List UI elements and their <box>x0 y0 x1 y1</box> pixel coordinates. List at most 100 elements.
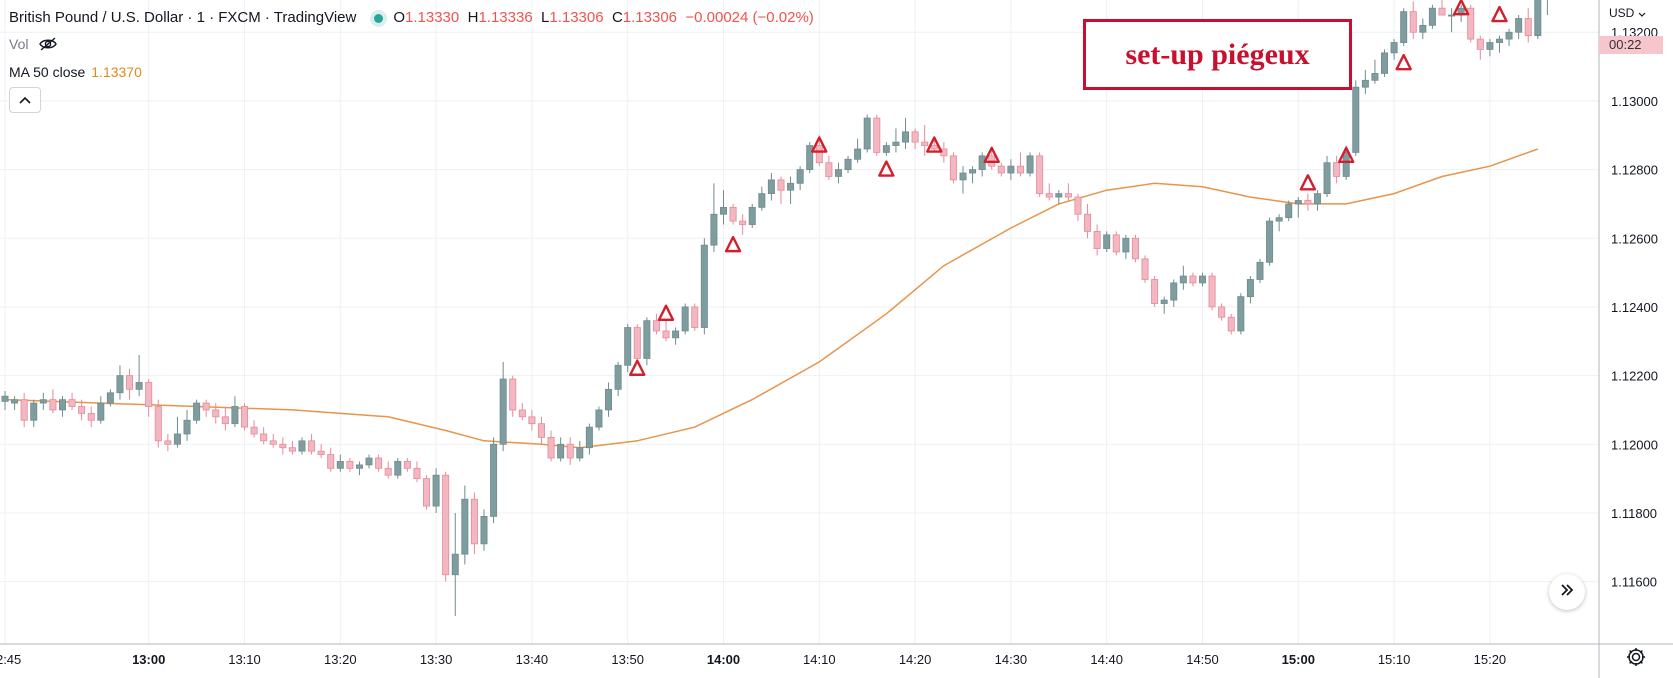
candle-body <box>1103 234 1111 249</box>
candle-body <box>193 402 201 421</box>
candle-body <box>518 409 526 418</box>
market-status-icon <box>374 13 384 23</box>
candle-body <box>11 399 19 404</box>
time-tick-label: 14:00 <box>707 652 740 667</box>
candle-body <box>777 179 785 191</box>
candle-body <box>1352 86 1360 153</box>
candle-bullish <box>595 406 603 431</box>
candle-body <box>633 327 641 359</box>
candle-bearish <box>1189 272 1197 287</box>
candle-body <box>1361 79 1369 88</box>
candle-bullish <box>365 454 373 469</box>
high-label: H <box>467 9 479 26</box>
candle-bullish <box>1179 265 1187 290</box>
candle-body <box>720 206 728 215</box>
candle-bearish <box>20 392 28 428</box>
candle-bullish <box>557 437 565 462</box>
candle-bearish <box>470 492 478 555</box>
candle-body <box>39 399 47 404</box>
candle-body <box>911 131 919 143</box>
candle-bearish <box>308 433 316 455</box>
candle-body <box>1486 42 1494 50</box>
setup-marker <box>1299 174 1317 191</box>
volume-legend[interactable]: Vol <box>9 36 58 55</box>
price-axis[interactable]: 1.11600 1.11800 1.12000 1.12200 1.12400 1.126… <box>1611 25 1658 589</box>
chevron-up-icon <box>19 91 31 109</box>
candle-body <box>547 437 555 459</box>
ma-value: 1.13370 <box>91 64 142 80</box>
candle-body <box>1141 258 1149 280</box>
candle-bearish <box>547 430 555 462</box>
candle-bearish <box>1467 4 1475 43</box>
candle-body <box>173 433 181 445</box>
candle-bullish <box>902 118 910 149</box>
candle-bullish <box>1495 35 1503 53</box>
candle-body <box>1448 14 1456 17</box>
candle-bullish <box>490 437 498 524</box>
symbol-title[interactable]: British Pound / U.S. Dollar · 1 · FXCM ·… <box>9 9 357 26</box>
candle-bullish <box>116 365 124 400</box>
candle-body <box>145 382 153 407</box>
candle-bearish <box>921 124 929 156</box>
candle-bullish <box>1256 258 1264 283</box>
candle-body <box>1055 193 1063 198</box>
candle-body <box>1438 7 1446 16</box>
candle-bearish <box>442 471 450 582</box>
scroll-to-realtime-button[interactable] <box>1549 574 1585 610</box>
candle-bullish <box>1361 70 1369 95</box>
candle-bullish <box>882 142 890 156</box>
candle-bearish <box>288 440 296 455</box>
candle-body <box>959 172 967 181</box>
candle-bearish <box>873 114 881 156</box>
candle-body <box>1189 275 1197 284</box>
time-tick-label: 14:10 <box>803 652 836 667</box>
time-tick-label: 14:50 <box>1186 652 1219 667</box>
candle-bearish <box>509 375 517 417</box>
eye-off-icon[interactable] <box>38 36 58 55</box>
candle-bearish <box>1093 224 1101 256</box>
time-tick-label: 13:10 <box>228 652 261 667</box>
setup-marker <box>657 304 675 322</box>
candle-body <box>1016 165 1024 174</box>
collapse-legend-button[interactable] <box>9 87 41 113</box>
open-value: 1.13330 <box>405 9 460 26</box>
candle-body <box>279 443 287 449</box>
candle-body <box>710 213 718 246</box>
chevron-down-icon <box>1638 7 1646 21</box>
candle-body <box>461 498 469 555</box>
candle-body <box>126 375 134 390</box>
candle-bearish <box>1045 183 1053 201</box>
symbol-legend: British Pound / U.S. Dollar · 1 · FXCM ·… <box>9 9 814 26</box>
candle-bullish <box>193 399 201 424</box>
candle-bullish <box>1275 214 1283 232</box>
candle-bearish <box>1112 231 1120 256</box>
candle-body <box>1323 162 1331 195</box>
candle-body <box>346 461 354 469</box>
candle-body <box>240 406 248 428</box>
time-axis[interactable]: 12:45 13:00 13:10 13:20 13:30 13:40 13:50 14:00… <box>0 652 1506 667</box>
ma-legend[interactable]: MA 50 close 1.13370 <box>9 64 142 80</box>
candle-body <box>1160 299 1168 304</box>
candle-body <box>767 179 775 195</box>
time-tick-label: 15:00 <box>1282 652 1315 667</box>
candle-bullish <box>969 166 977 184</box>
candle-body <box>1256 261 1264 280</box>
candle-bullish <box>1285 200 1293 222</box>
candle-bearish <box>518 403 526 421</box>
candle-body <box>480 515 488 545</box>
candle-bullish <box>1199 272 1207 287</box>
candle-bullish <box>767 173 775 201</box>
candle-body <box>49 399 57 411</box>
candle-bearish <box>212 403 220 424</box>
bar-countdown: 00:22 <box>1609 37 1642 52</box>
candle-bullish <box>135 355 143 397</box>
candle-body <box>969 169 977 174</box>
currency-selector[interactable]: USD <box>1609 6 1646 21</box>
candle-body <box>1467 7 1475 40</box>
time-tick-label: 12:45 <box>0 652 21 667</box>
candle-body <box>1227 316 1235 332</box>
chart-settings-button[interactable] <box>1623 646 1649 672</box>
low-label: L <box>541 9 550 26</box>
